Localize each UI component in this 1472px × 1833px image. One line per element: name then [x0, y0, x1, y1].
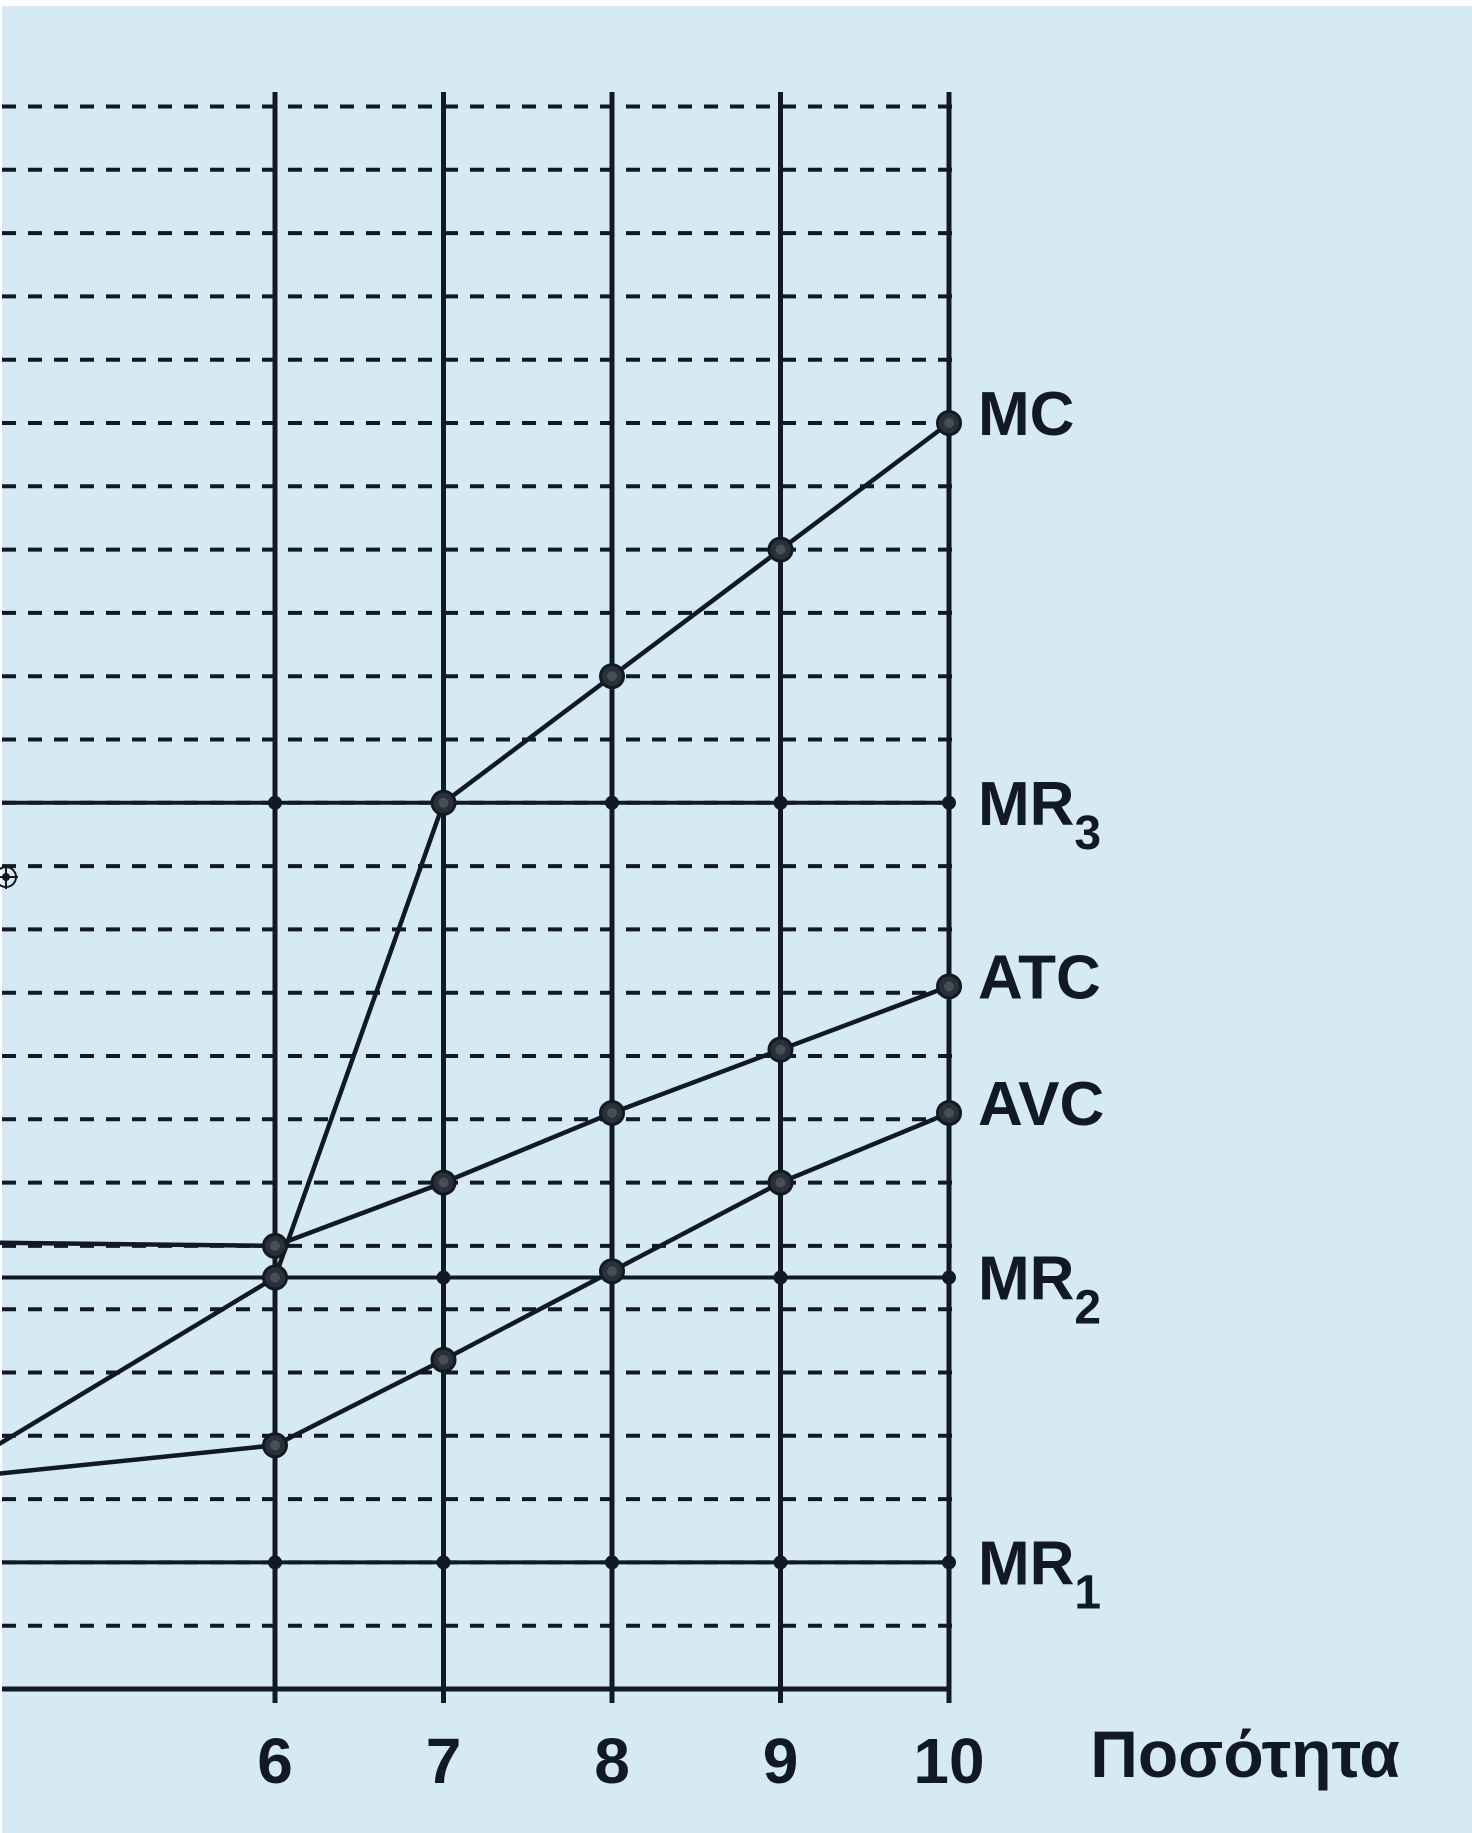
point-core [944, 418, 954, 428]
mr-point [268, 795, 282, 810]
plot-background [2, 6, 1472, 1833]
mr-label-mr3: MR3 [978, 770, 1101, 860]
mr-point [605, 1555, 619, 1570]
mr-point [942, 1270, 956, 1285]
mr-label-mr2: MR2 [978, 1245, 1101, 1335]
point-core [775, 1044, 786, 1055]
point-core [775, 1177, 786, 1188]
mr-point [436, 1555, 451, 1570]
mr-point [773, 1270, 788, 1285]
x-axis-label: Ποσότητα [1090, 1717, 1400, 1791]
x-tick-label: 7 [426, 1725, 462, 1797]
point-core [607, 1266, 617, 1277]
x-tick-label: 9 [763, 1725, 799, 1797]
point-core [944, 1107, 954, 1118]
mr-point [942, 1555, 956, 1570]
mr-point [436, 1270, 451, 1285]
point-core [944, 981, 954, 992]
point-core [270, 1440, 280, 1451]
x-tick-label: 10 [913, 1725, 984, 1797]
point-core [607, 1107, 617, 1118]
series-label-avc: AVC [978, 1070, 1104, 1139]
mr-point [773, 795, 788, 810]
point-core [775, 544, 786, 555]
point-core [607, 671, 617, 682]
series-label-atc: ATC [978, 943, 1101, 1012]
point-core [438, 1354, 449, 1365]
registration-mark [0, 865, 18, 889]
curve-atc [0, 984, 950, 1249]
curve-avc [0, 1110, 950, 1476]
point-core [438, 797, 449, 808]
point-core [438, 1177, 449, 1188]
point-core [270, 1272, 280, 1283]
curve-mc [0, 421, 951, 1447]
x-tick-label: 8 [594, 1725, 630, 1797]
x-tick-label: 6 [257, 1725, 293, 1797]
mr-point [942, 795, 956, 810]
series-label-mc: MC [978, 380, 1074, 449]
mr-point [605, 795, 619, 810]
mr-point [773, 1555, 788, 1570]
point-core [270, 1240, 280, 1251]
registration-dot [2, 873, 10, 881]
mr-label-mr1: MR1 [978, 1529, 1101, 1619]
mr-point [268, 1555, 282, 1570]
